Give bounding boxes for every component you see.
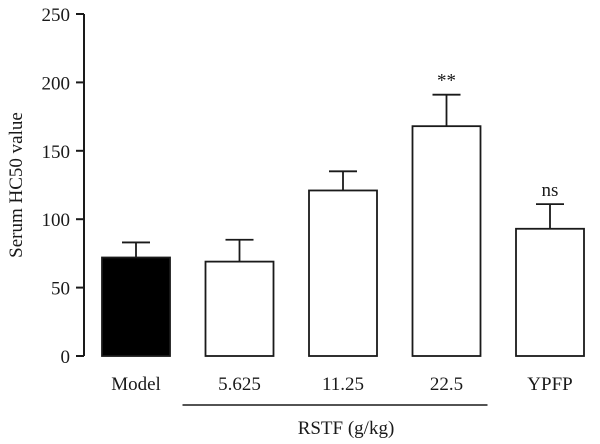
bar	[515, 227, 585, 357]
significance-label: **	[437, 71, 456, 92]
y-tick-label: 50	[51, 279, 70, 300]
y-tick-label: 200	[42, 73, 71, 94]
category-label: Model	[111, 374, 161, 395]
bar	[411, 125, 482, 357]
bar	[308, 189, 378, 357]
y-tick-label: 250	[42, 5, 71, 26]
bar	[204, 260, 275, 357]
y-tick-label: 0	[61, 347, 71, 368]
bars: ** ns	[101, 71, 585, 357]
category-label: 22.5	[430, 374, 463, 395]
category-labels: Model 5.625 11.25 22.5 YPFP	[111, 374, 573, 395]
y-tick-label: 100	[42, 210, 71, 231]
group-label: RSTF (g/kg)	[298, 418, 395, 439]
category-label: 5.625	[218, 374, 261, 395]
group-bracket: RSTF (g/kg)	[182, 404, 488, 439]
significance-label: ns	[542, 180, 559, 201]
y-axis: 0 50 100 150 200 250	[42, 5, 85, 368]
y-tick-label: 150	[42, 142, 71, 163]
y-axis-title: Serum HC50 value	[6, 112, 27, 258]
category-label: 11.25	[322, 374, 364, 395]
category-label: YPFP	[527, 374, 572, 395]
bar	[101, 256, 171, 357]
